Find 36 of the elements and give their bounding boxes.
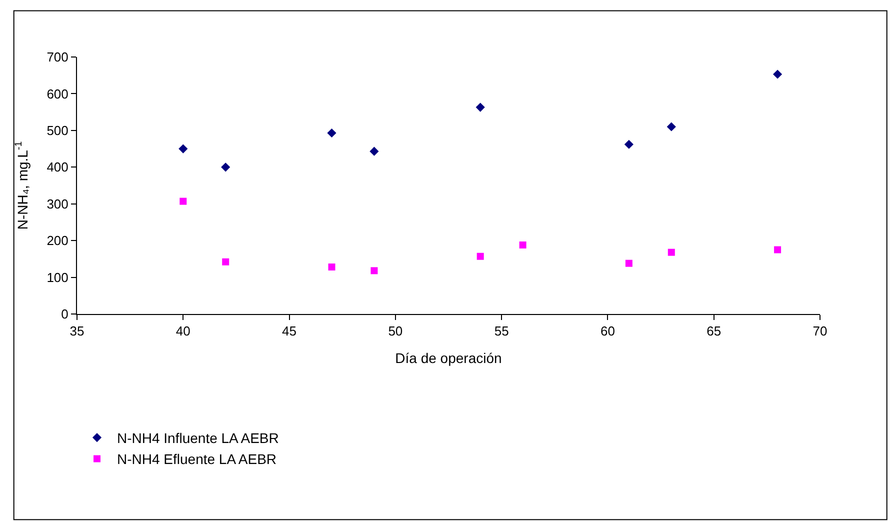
point xyxy=(774,246,782,254)
y-tick-label: 200 xyxy=(46,233,68,248)
point xyxy=(668,248,675,256)
x-tick-label: 55 xyxy=(494,324,509,339)
x-tick-label: 40 xyxy=(176,324,190,339)
point xyxy=(328,264,336,271)
y-tick-label: 300 xyxy=(46,196,68,212)
point xyxy=(519,241,526,248)
point xyxy=(476,252,484,260)
x-tick-label: 35 xyxy=(70,324,84,339)
y-tick-label: 0 xyxy=(61,306,68,322)
x-tick-label: 50 xyxy=(388,324,403,339)
point xyxy=(221,162,230,172)
y-tick-label: 600 xyxy=(46,86,68,102)
y-tick-label: 100 xyxy=(46,270,68,285)
legend-label: N-NH4 Efluente LA AEBR xyxy=(117,451,277,468)
x-axis-title: Día de operación xyxy=(395,350,502,366)
y-tick-label: 700 xyxy=(46,50,68,65)
point xyxy=(327,128,336,138)
point xyxy=(666,122,676,132)
y-tick-label: 500 xyxy=(46,122,68,138)
point xyxy=(370,146,379,156)
x-tick-label: 70 xyxy=(812,324,828,339)
legend-label: N-NH4 Influente LA AEBR xyxy=(117,430,279,446)
point xyxy=(476,102,485,112)
point xyxy=(180,198,187,205)
y-tick-label: 400 xyxy=(46,160,68,175)
point xyxy=(625,260,632,267)
point xyxy=(624,140,634,149)
point xyxy=(222,258,230,266)
x-tick-label: 60 xyxy=(600,324,615,339)
point xyxy=(772,70,782,79)
x-tick-label: 65 xyxy=(706,324,722,339)
x-tick-label: 45 xyxy=(282,324,297,339)
point xyxy=(178,144,188,154)
point xyxy=(370,267,378,274)
